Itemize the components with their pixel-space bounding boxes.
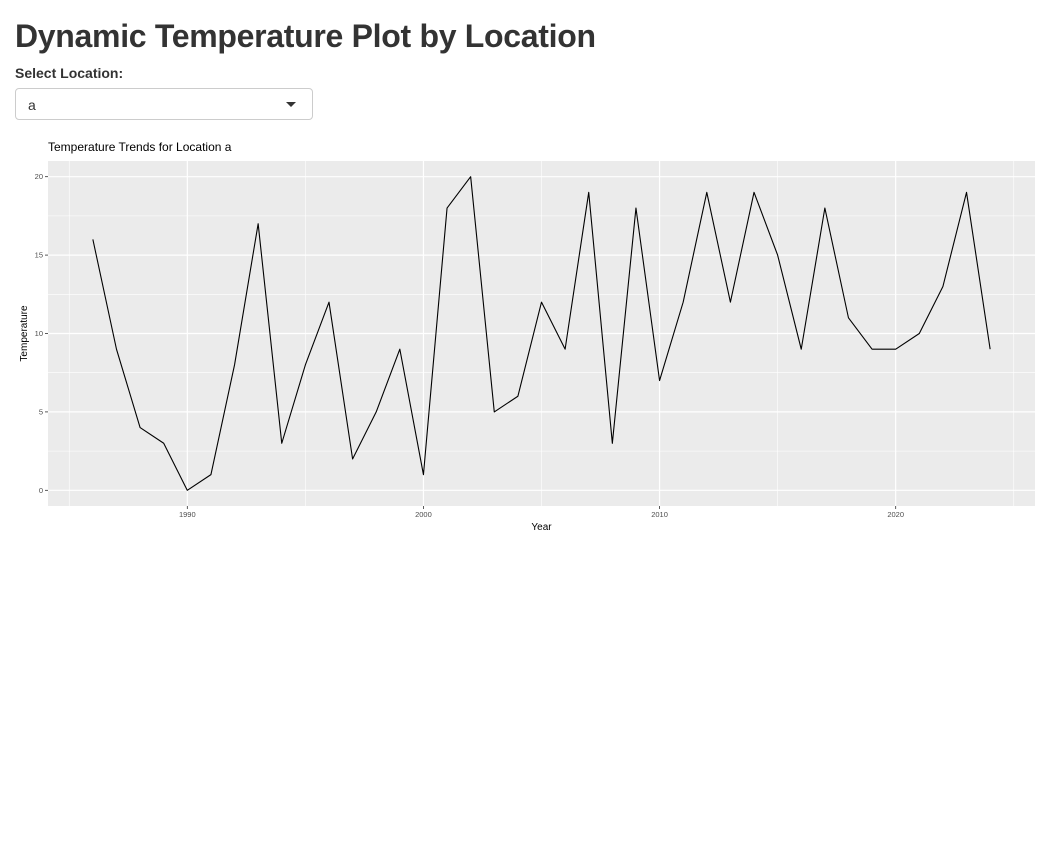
x-tick-label: 2020 [887,510,904,519]
location-select[interactable]: a [15,88,313,120]
chevron-down-icon[interactable] [286,102,296,107]
temperature-chart: Temperature Trends for Location a 0 5 10 15… [19,140,1035,533]
y-tick-label: 15 [35,251,43,260]
y-tick-label: 20 [35,172,43,181]
chart-grid-major [48,161,1035,506]
page-title: Dynamic Temperature Plot by Location [15,18,596,54]
y-tick-label: 10 [35,329,43,338]
x-axis: 1990 2000 2010 2020 [179,506,904,519]
x-axis-label: Year [531,522,552,533]
chart-series [92,176,991,491]
x-tick-label: 1990 [179,510,196,519]
x-tick-label: 2000 [415,510,432,519]
y-tick-label: 5 [39,407,43,416]
y-axis: 0 5 10 15 20 [35,172,48,495]
y-axis-label: Temperature [19,305,30,362]
temperature-plot: Temperature Trends for Location a 0 5 10 15… [0,130,1056,540]
temperature-line [92,176,991,491]
location-select-label: Select Location: [15,65,124,81]
location-select-value: a [28,97,36,113]
chart-title: Temperature Trends for Location a [48,140,232,154]
x-tick-label: 2010 [651,510,668,519]
y-tick-label: 0 [39,486,43,495]
